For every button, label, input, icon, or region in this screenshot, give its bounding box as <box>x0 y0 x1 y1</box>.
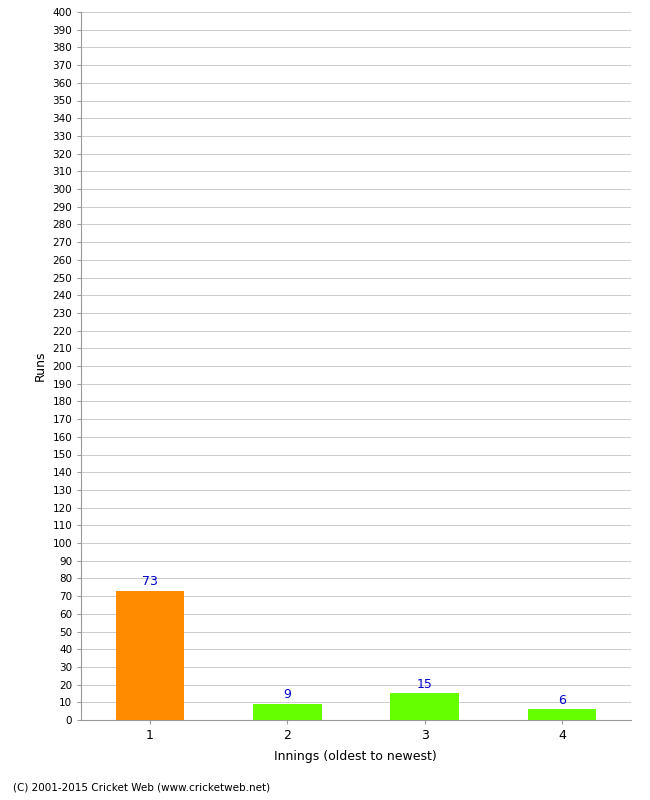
Text: 9: 9 <box>283 689 291 702</box>
Text: 6: 6 <box>558 694 566 706</box>
Bar <box>253 704 322 720</box>
Bar <box>390 694 459 720</box>
Text: 73: 73 <box>142 575 158 588</box>
Bar <box>116 590 184 720</box>
X-axis label: Innings (oldest to newest): Innings (oldest to newest) <box>274 750 437 763</box>
Text: 15: 15 <box>417 678 432 690</box>
Bar <box>528 710 596 720</box>
Text: (C) 2001-2015 Cricket Web (www.cricketweb.net): (C) 2001-2015 Cricket Web (www.cricketwe… <box>13 782 270 792</box>
Y-axis label: Runs: Runs <box>34 350 47 382</box>
